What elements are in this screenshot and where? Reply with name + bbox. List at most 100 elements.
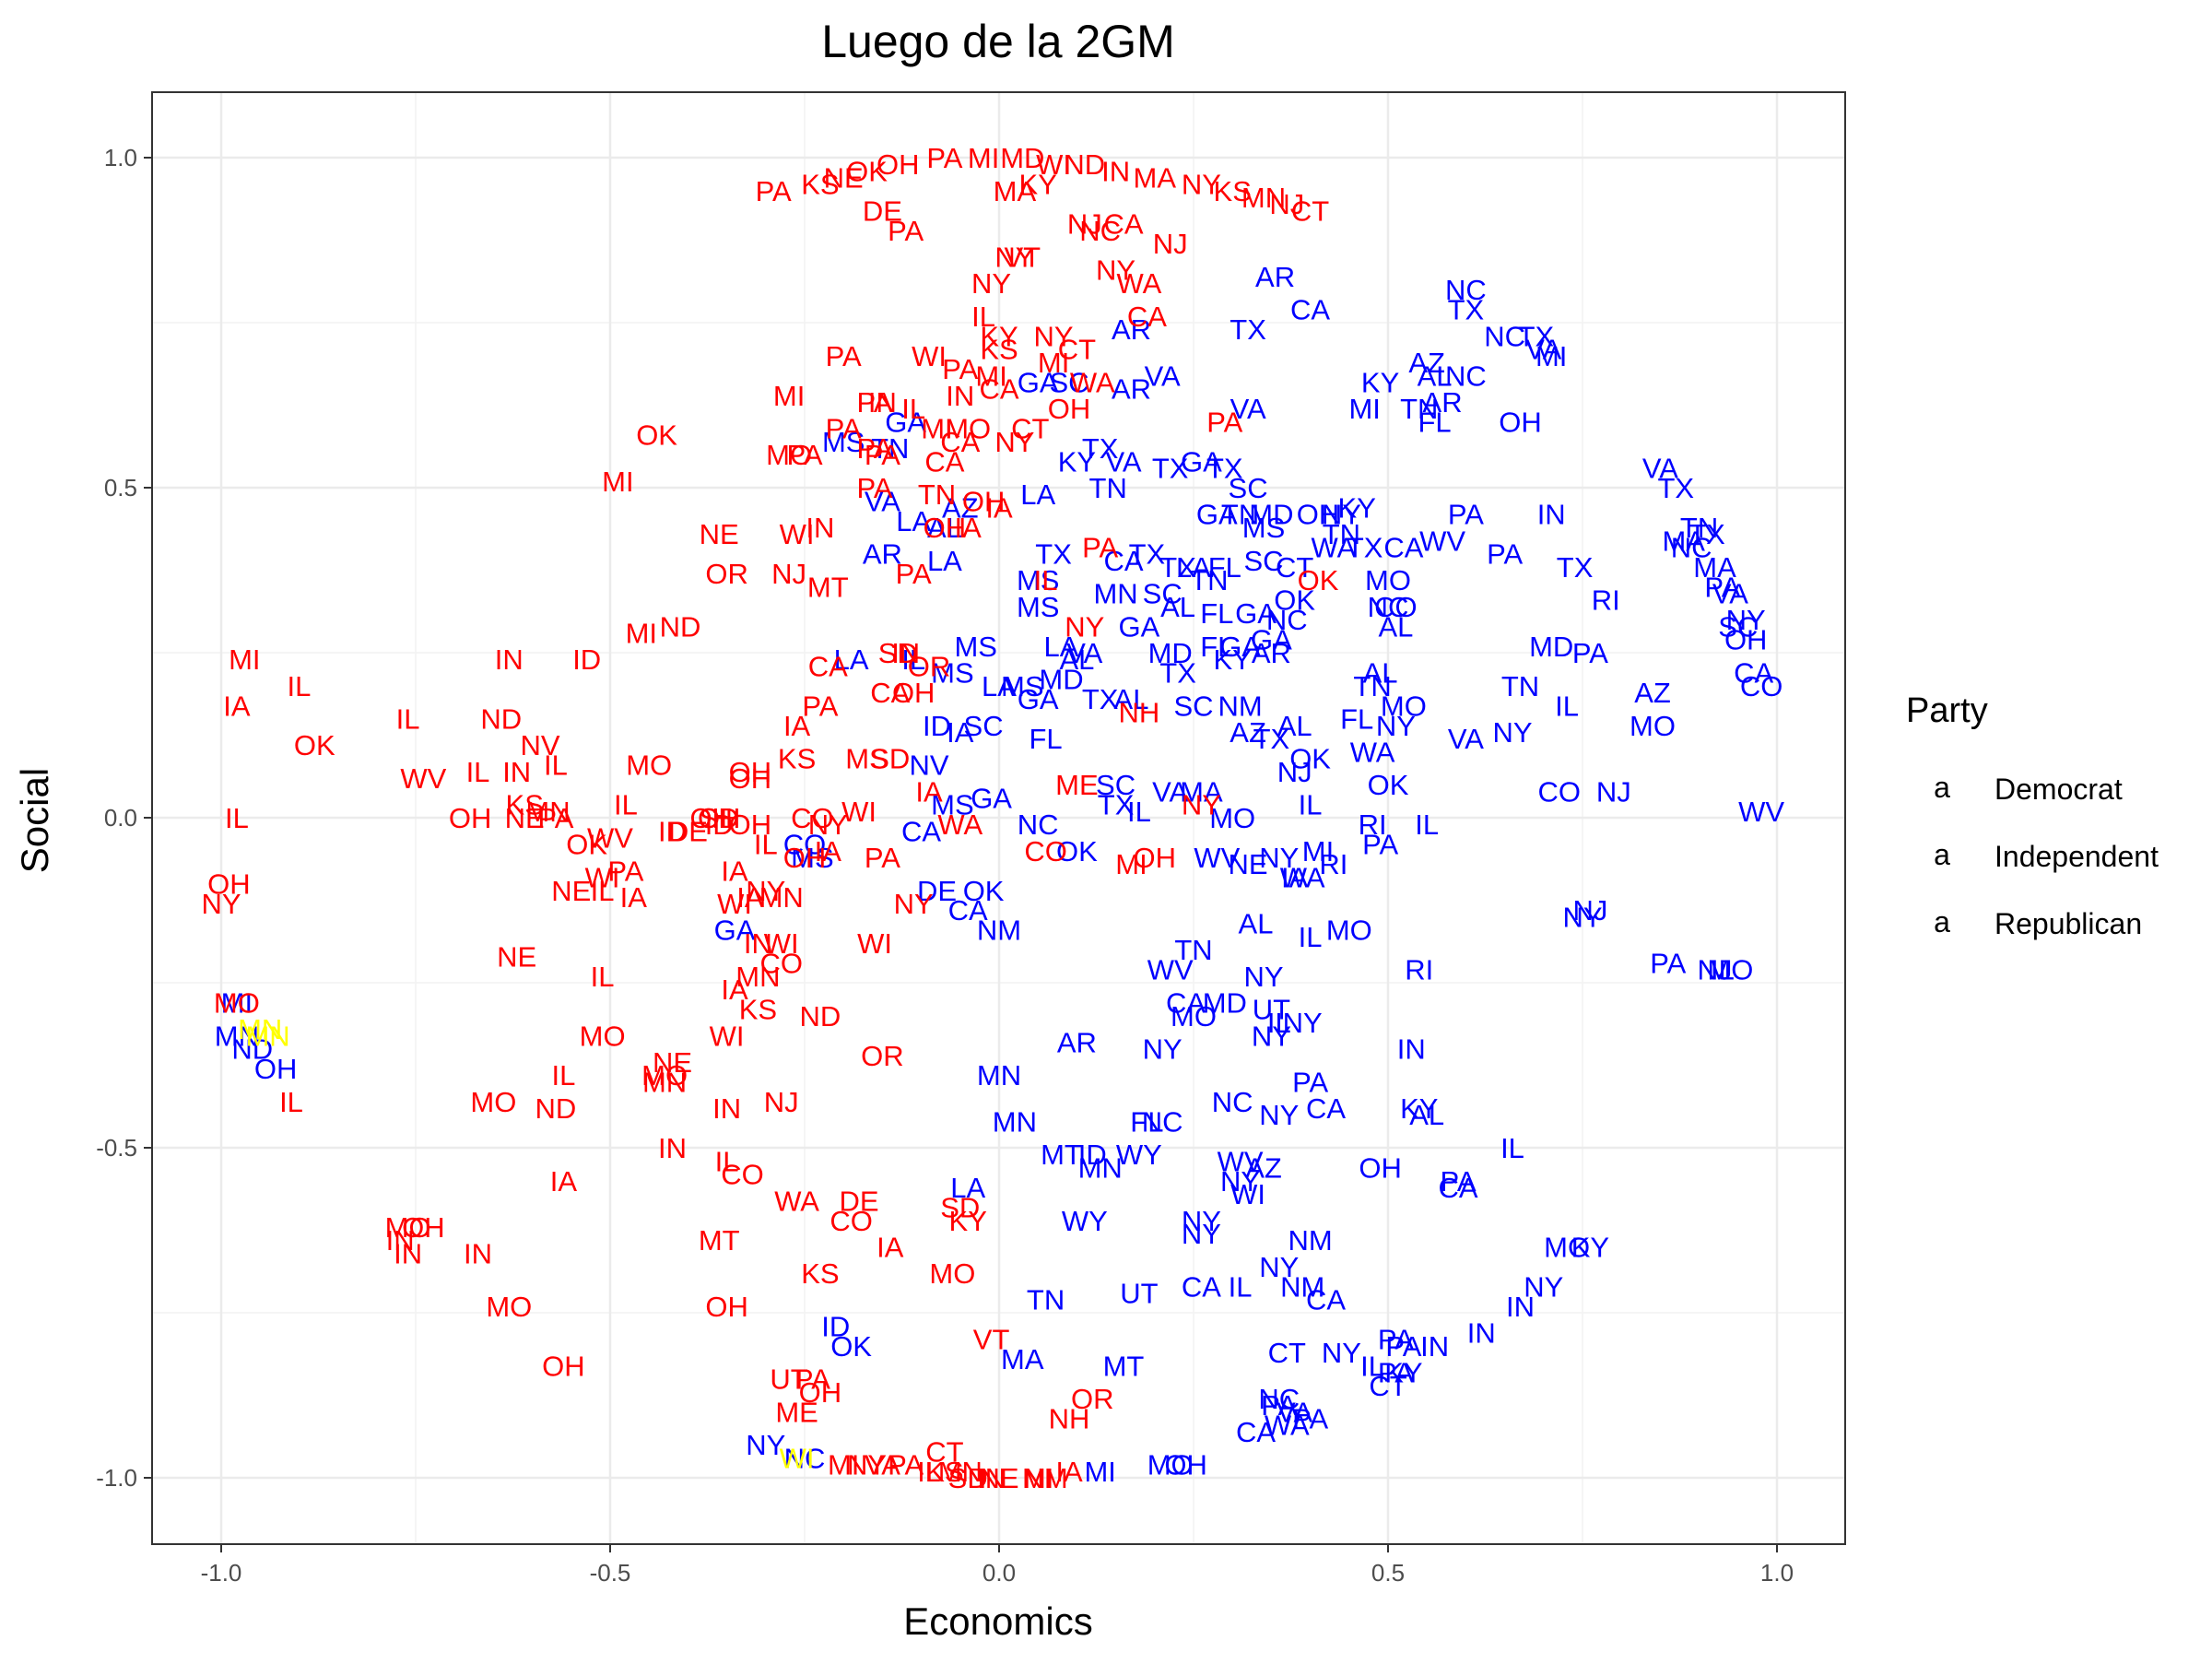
point-label: NY <box>1182 1218 1221 1250</box>
point-label: MS <box>1017 591 1060 623</box>
point-label: MO <box>1707 954 1753 986</box>
point-label: MD <box>1529 631 1573 663</box>
point-label: OH <box>254 1053 298 1085</box>
point-label: CO <box>1740 670 1783 702</box>
point-label: NY <box>746 875 785 907</box>
point-label: NJ <box>1269 188 1304 220</box>
point-label: NY <box>994 241 1034 273</box>
point-label: TN <box>1680 512 1718 544</box>
point-label: KS <box>980 334 1018 366</box>
point-label: UT <box>1120 1278 1158 1310</box>
point-label: KY <box>1214 643 1252 676</box>
point-label: MO <box>1630 710 1676 742</box>
point-label: IA <box>721 855 748 887</box>
point-label: VT <box>1004 241 1041 273</box>
point-label: OH <box>1164 1449 1207 1481</box>
plot-panel <box>152 92 1845 1544</box>
point-label: DE <box>668 815 708 847</box>
point-label: TX <box>1657 472 1694 504</box>
point-label: WI <box>857 927 892 960</box>
point-label: OH <box>783 842 827 874</box>
point-label: VA <box>865 1449 900 1481</box>
point-label: OH <box>698 802 741 834</box>
point-label: IN <box>658 1132 687 1164</box>
point-label: MN <box>1241 182 1286 214</box>
point-label: NM <box>1280 1270 1324 1303</box>
point-label: OK <box>846 155 888 187</box>
point-label: OK <box>1298 564 1339 596</box>
point-label: MO <box>1381 690 1427 722</box>
point-label: IA <box>721 974 748 1006</box>
point-label: WI <box>717 888 752 920</box>
point-label: AR <box>863 538 902 571</box>
point-label: NM <box>977 915 1021 947</box>
point-label: PA <box>794 1363 830 1396</box>
point-label: GA <box>1018 366 1059 398</box>
point-label: CT <box>1291 195 1329 227</box>
point-label: TX <box>1206 453 1243 485</box>
point-label: OK <box>1056 835 1098 867</box>
y-tick-label: 0.0 <box>104 804 137 832</box>
point-label: WI <box>912 340 947 372</box>
point-label: IN <box>891 637 920 669</box>
point-label: PA <box>896 558 932 590</box>
point-label: WA <box>1350 736 1395 768</box>
point-label: NY <box>746 1429 785 1461</box>
legend-title: Party <box>1906 691 1988 730</box>
point-label: MO <box>1171 1000 1217 1033</box>
point-label: VA <box>1712 578 1748 610</box>
point-label: MO <box>1365 564 1411 596</box>
point-label: VA <box>1277 1396 1312 1428</box>
point-label: NC <box>1445 360 1487 392</box>
point-label: ND <box>480 703 522 736</box>
point-label: OH <box>799 1376 842 1409</box>
point-label: CT <box>1268 1337 1306 1369</box>
point-label: IL <box>1415 808 1439 841</box>
point-label: SD <box>870 743 910 775</box>
point-label: IL <box>225 802 249 834</box>
point-label: IN <box>712 1092 741 1125</box>
point-label: OH <box>892 677 935 709</box>
point-label: CO <box>830 1205 873 1237</box>
point-label: TN <box>1174 934 1212 966</box>
point-label: NC <box>1079 215 1121 247</box>
point-label: TN <box>1089 472 1127 504</box>
point-label: CO <box>783 829 827 861</box>
point-label: NY <box>1220 1165 1260 1198</box>
point-label: NY <box>201 888 241 920</box>
point-label: NJ <box>1153 228 1188 260</box>
point-label: NY <box>1726 604 1766 636</box>
point-label: OK <box>294 729 335 761</box>
legend-items: a Democrat a Independent a Republican <box>1934 771 2159 940</box>
point-label: IA <box>947 716 974 749</box>
point-label: GA <box>885 406 926 438</box>
point-label: NC <box>1142 1105 1183 1138</box>
point-label: PA <box>826 413 862 445</box>
point-label: PA <box>1292 1066 1328 1098</box>
point-label: DE <box>840 1185 879 1217</box>
point-label: IL <box>466 756 490 788</box>
point-label: NM <box>1288 1224 1332 1257</box>
point-label: AR <box>1255 261 1295 293</box>
point-label: VA <box>1230 393 1266 425</box>
point-label: KY <box>1400 1092 1438 1125</box>
point-label: AL <box>1114 683 1149 715</box>
point-label: IN <box>977 1462 1006 1494</box>
point-label: WV <box>1419 525 1465 557</box>
point-label: NY <box>847 1449 887 1481</box>
point-label: WA <box>1312 531 1357 563</box>
point-label: WY <box>1062 1205 1108 1237</box>
point-label: SD <box>948 1462 988 1494</box>
point-label: VA <box>865 485 900 517</box>
point-label: KY <box>1571 1231 1609 1263</box>
point-label: CO <box>1537 775 1581 808</box>
point-label: NJ <box>764 1086 799 1118</box>
point-label: TX <box>1347 531 1383 563</box>
point-label: MI <box>221 987 253 1020</box>
y-axis-title: Social <box>13 768 56 873</box>
point-label: MD <box>1249 499 1293 531</box>
point-label: ME <box>775 1396 818 1428</box>
point-label: IN <box>386 1224 415 1257</box>
point-label: MA <box>1662 525 1705 557</box>
